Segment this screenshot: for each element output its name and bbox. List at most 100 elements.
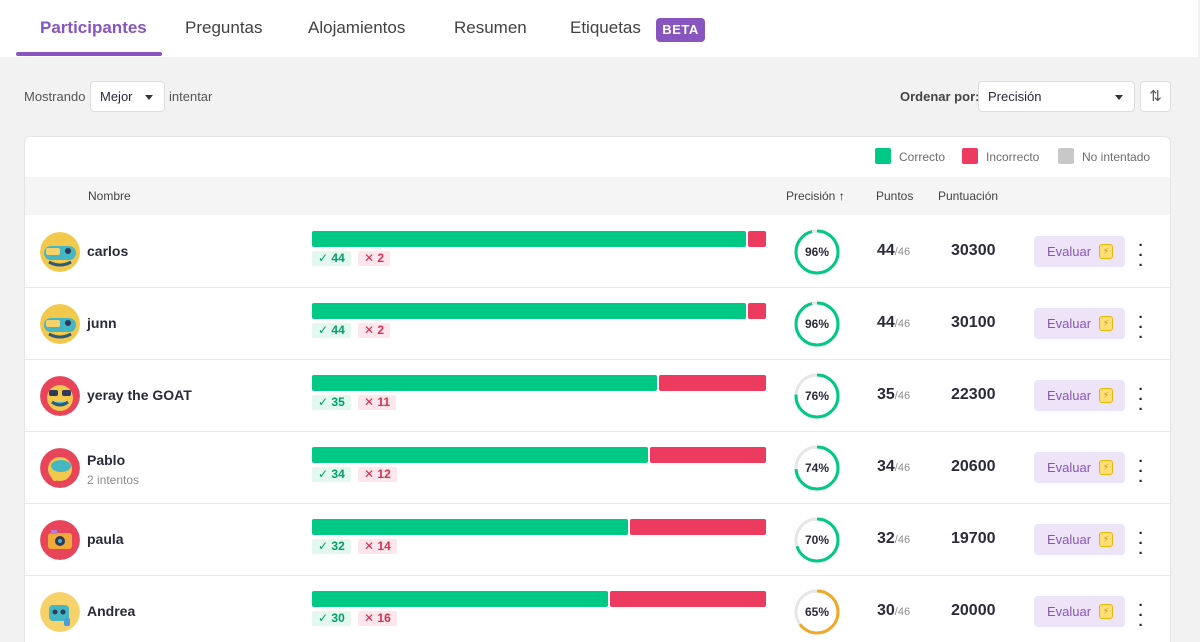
sort-select[interactable]: Precisión [978, 81, 1135, 112]
points-total: /46 [894, 246, 911, 258]
score-value: 30100 [951, 314, 996, 331]
header-points: Puntos [876, 189, 914, 203]
incorrect-count-chip: ✕ 12 [358, 467, 397, 482]
attempt-filter-select[interactable]: Mejor [90, 81, 165, 112]
score-value: 19700 [951, 530, 996, 547]
header-name: Nombre [88, 189, 131, 203]
beta-badge: BETA [656, 18, 705, 42]
check-icon: ✓ [318, 539, 329, 553]
legend-incorrect-label: Incorrecto [986, 150, 1040, 164]
header-accuracy[interactable]: Precisión ↑ [786, 189, 845, 203]
accuracy-ring [794, 445, 840, 491]
tab-preguntas[interactable]: Preguntas [185, 18, 263, 37]
score-value: 22300 [951, 386, 996, 403]
score-value: 30300 [951, 242, 996, 259]
incorrect-bar [748, 303, 766, 319]
participant-row[interactable]: Pablo 2 intentos ✓ 34 ✕ 12 74% 34/46 20600 Eval… [25, 432, 1170, 504]
chevron-down-icon [145, 95, 153, 100]
participant-row[interactable]: Andrea ✓ 30 ✕ 16 65% 30/46 20000 Evaluar ⚡ · · · [25, 576, 1170, 642]
table-header [25, 177, 1170, 215]
tab-etiquetas[interactable]: Etiquetas [570, 18, 641, 37]
correct-count: 32 [331, 539, 345, 553]
score-value: 20000 [951, 602, 996, 619]
more-options-icon[interactable]: · · · [1138, 597, 1144, 634]
participant-name[interactable]: junn [87, 315, 117, 331]
evaluate-label: Evaluar [1047, 316, 1092, 331]
participant-row[interactable]: paula ✓ 32 ✕ 14 70% 32/46 19700 Evaluar ⚡ · · · [25, 504, 1170, 576]
points-value: 44/46 [877, 314, 910, 332]
tab-resumen[interactable]: Resumen [454, 18, 527, 37]
evaluate-label: Evaluar [1047, 532, 1092, 547]
accuracy-ring [794, 517, 840, 563]
tab-alojamientos[interactable]: Alojamientos [308, 18, 406, 37]
points-value: 32/46 [877, 530, 910, 548]
incorrect-count-chip: ✕ 2 [358, 323, 391, 338]
evaluate-button[interactable]: Evaluar ⚡ [1034, 236, 1125, 267]
participant-name[interactable]: paula [87, 531, 124, 547]
active-tab-indicator [16, 52, 162, 56]
points-count: 44 [877, 242, 895, 259]
correct-bar [312, 375, 657, 391]
participant-row[interactable]: yeray the GOAT ✓ 35 ✕ 11 76% 35/46 22300 Evalu… [25, 360, 1170, 432]
accuracy-percent: 96% [804, 317, 830, 331]
legend-not-attempted-swatch [1058, 148, 1074, 164]
evaluate-label: Evaluar [1047, 604, 1092, 619]
accuracy-percent: 74% [804, 461, 830, 475]
incorrect-bar [650, 447, 766, 463]
participant-row[interactable]: junn ✓ 44 ✕ 2 96% 44/46 30100 Evaluar ⚡ · · · [25, 288, 1170, 360]
correct-count-chip: ✓ 30 [312, 611, 351, 626]
header-score: Puntuación [938, 189, 999, 203]
showing-label: Mostrando [24, 89, 86, 104]
check-icon: ✓ [318, 467, 329, 481]
participant-name[interactable]: Andrea [87, 603, 136, 619]
points-count: 44 [877, 314, 895, 331]
evaluate-label: Evaluar [1047, 460, 1092, 475]
sort-direction-icon: ⇅ [1149, 88, 1162, 105]
avatar [40, 304, 80, 344]
correct-bar [312, 303, 746, 319]
correct-count: 35 [331, 395, 345, 409]
legend-correct-swatch [875, 148, 891, 164]
legend-not-attempted-label: No intentado [1082, 150, 1151, 164]
evaluate-button[interactable]: Evaluar ⚡ [1034, 380, 1125, 411]
cross-icon: ✕ [364, 611, 375, 625]
sort-direction-button[interactable]: ⇅ [1140, 81, 1171, 112]
more-options-icon[interactable]: · · · [1138, 309, 1144, 346]
accuracy-percent: 70% [804, 533, 830, 547]
avatar [40, 448, 80, 488]
correct-bar [312, 447, 648, 463]
participant-row[interactable]: carlos ✓ 44 ✕ 2 96% 44/46 30300 Evaluar ⚡ · · · [25, 216, 1170, 288]
lightning-icon: ⚡ [1099, 532, 1113, 547]
more-options-icon[interactable]: · · · [1138, 237, 1144, 274]
incorrect-count: 14 [377, 539, 391, 553]
evaluate-button[interactable]: Evaluar ⚡ [1034, 308, 1125, 339]
points-count: 35 [877, 386, 895, 403]
incorrect-count: 2 [377, 323, 385, 337]
incorrect-bar [659, 375, 766, 391]
more-options-icon[interactable]: · · · [1138, 453, 1144, 490]
evaluate-button[interactable]: Evaluar ⚡ [1034, 452, 1125, 483]
points-total: /46 [894, 390, 911, 402]
incorrect-bar [630, 519, 766, 535]
incorrect-count-chip: ✕ 14 [358, 539, 397, 554]
cross-icon: ✕ [364, 395, 375, 409]
more-options-icon[interactable]: · · · [1138, 381, 1144, 418]
avatar [40, 592, 80, 632]
evaluate-button[interactable]: Evaluar ⚡ [1034, 596, 1125, 627]
showing-suffix: intentar [169, 89, 213, 104]
more-options-icon[interactable]: · · · [1138, 525, 1144, 562]
correct-count-chip: ✓ 34 [312, 467, 351, 482]
incorrect-count-chip: ✕ 16 [358, 611, 397, 626]
correct-bar [312, 231, 746, 247]
correct-bar [312, 591, 608, 607]
correct-count: 44 [331, 251, 345, 265]
tab-participantes[interactable]: Participantes [40, 18, 147, 37]
evaluate-button[interactable]: Evaluar ⚡ [1034, 524, 1125, 555]
participant-name[interactable]: yeray the GOAT [87, 387, 192, 403]
participant-name[interactable]: Pablo [87, 452, 126, 468]
legend-incorrect-swatch [962, 148, 978, 164]
evaluate-label: Evaluar [1047, 388, 1092, 403]
cross-icon: ✕ [364, 323, 375, 337]
participant-name[interactable]: carlos [87, 243, 129, 259]
sort-arrow-up-icon: ↑ [838, 189, 845, 203]
